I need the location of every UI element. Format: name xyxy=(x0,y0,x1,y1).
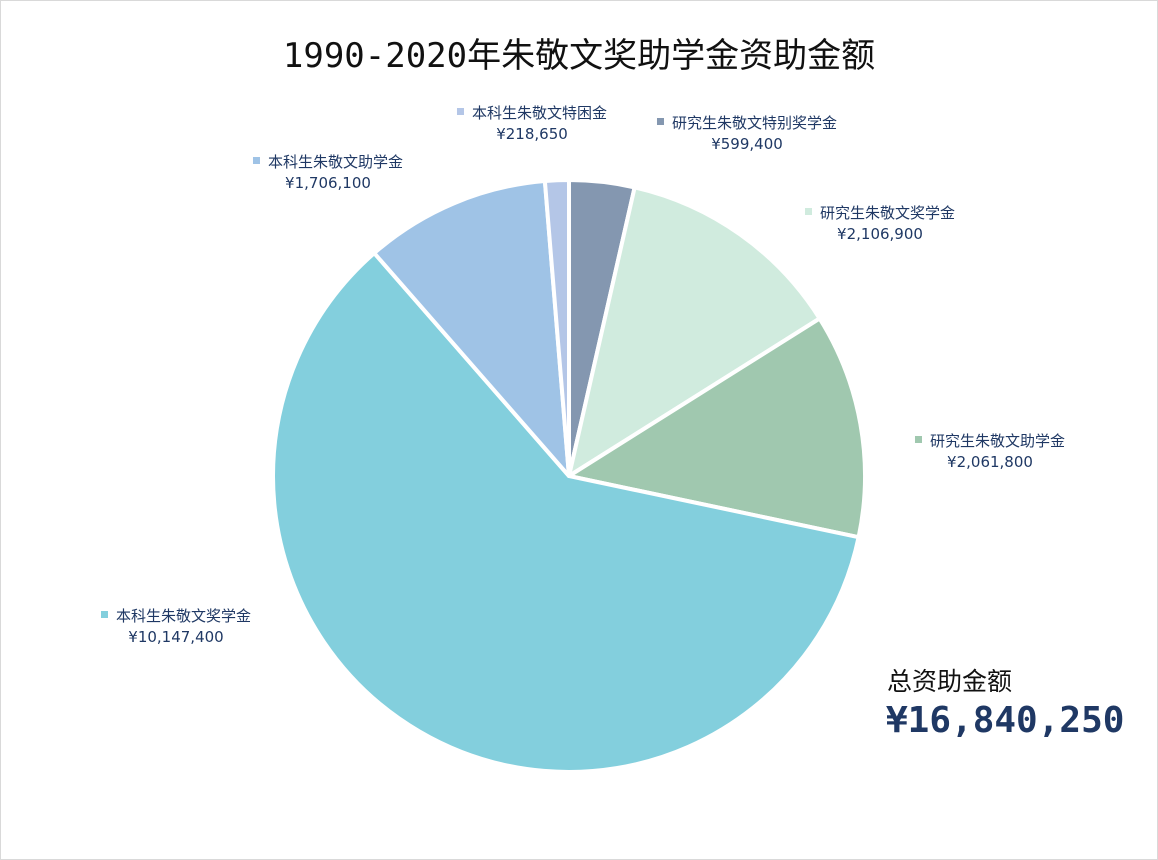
total-amount-value: ¥16,840,250 xyxy=(886,700,1125,741)
slice-value-6: ¥218,650 xyxy=(496,125,568,143)
slice-name-1: 研究生朱敬文特别奖学金 xyxy=(671,114,838,132)
slice-value-5: ¥1,706,100 xyxy=(285,174,371,192)
slice-name-5: 本科生朱敬文助学金 xyxy=(267,153,404,171)
slice-value-1: ¥599,400 xyxy=(711,135,783,153)
slice-value-2: ¥2,106,900 xyxy=(837,225,923,243)
slice-label-5: 本科生朱敬文助学金 ¥1,706,100 xyxy=(252,152,404,194)
pie-slice-2 xyxy=(567,185,822,478)
slice-label-3: 研究生朱敬文助学金 ¥2,061,800 xyxy=(914,431,1066,473)
slice-label-4: 本科生朱敬文奖学金 ¥10,147,400 xyxy=(100,606,252,648)
slice-label-1: 研究生朱敬文特别奖学金 ¥599,400 xyxy=(656,113,838,155)
legend-swatch-3 xyxy=(914,436,922,443)
total-amount-label: 总资助金额 xyxy=(887,667,1013,696)
slice-name-3: 研究生朱敬文助学金 xyxy=(929,432,1066,450)
legend-swatch-1 xyxy=(656,118,664,125)
pie-slice-6 xyxy=(542,177,571,478)
slice-name-4: 本科生朱敬文奖学金 xyxy=(115,607,252,625)
slice-value-3: ¥2,061,800 xyxy=(947,453,1033,471)
legend-swatch-6 xyxy=(456,108,464,115)
slice-label-2: 研究生朱敬文奖学金 ¥2,106,900 xyxy=(804,203,956,245)
slice-name-2: 研究生朱敬文奖学金 xyxy=(819,204,956,222)
legend-swatch-2 xyxy=(804,208,812,215)
legend-swatch-4 xyxy=(100,611,108,618)
pie-slice-4 xyxy=(271,251,861,774)
chart-title: 1990-2020年朱敬文奖助学金资助金额 xyxy=(282,36,876,76)
slice-value-4: ¥10,147,400 xyxy=(128,628,224,646)
pie-slice-3 xyxy=(567,316,867,540)
legend-swatch-5 xyxy=(252,157,260,164)
pie-slice-5 xyxy=(372,178,571,478)
slice-label-6: 本科生朱敬文特困金 ¥218,650 xyxy=(456,103,608,145)
slice-name-6: 本科生朱敬文特困金 xyxy=(471,104,608,122)
